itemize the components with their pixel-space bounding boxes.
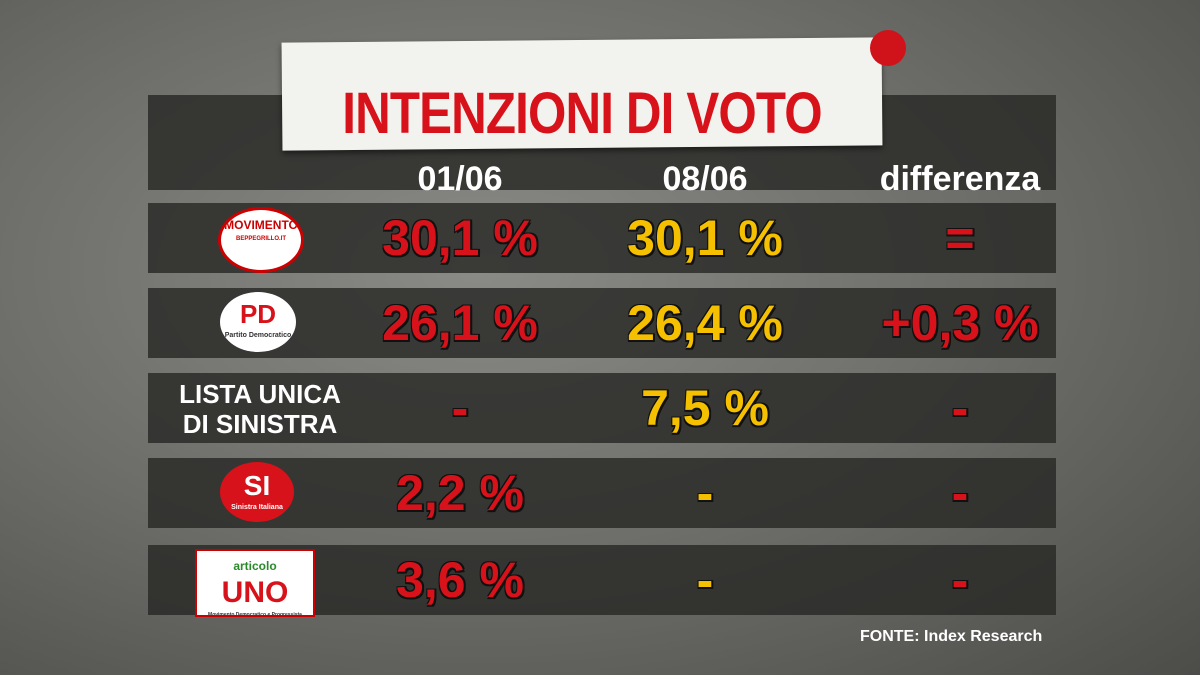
- cell: -: [951, 380, 969, 436]
- column-header: differenza: [879, 160, 1041, 198]
- title: INTENZIONI DI VOTO: [342, 81, 822, 146]
- cell: -: [951, 465, 969, 521]
- logo-text: UNO: [221, 576, 289, 609]
- cell: +0,3 %: [881, 295, 1039, 351]
- cell: -: [696, 465, 714, 521]
- cell: -: [451, 380, 469, 436]
- row-band: [148, 288, 1056, 358]
- cell: -: [951, 552, 969, 608]
- logo-text: Sinistra Italiana: [231, 504, 283, 511]
- logo-text: Partito Democratico: [224, 332, 292, 339]
- pin: [870, 30, 906, 66]
- row-band: [148, 373, 1056, 443]
- cell: 7,5 %: [641, 380, 769, 436]
- cell: 2,2 %: [396, 465, 524, 521]
- cell: 26,4 %: [627, 295, 783, 351]
- row-label: LISTA UNICA: [179, 379, 341, 409]
- logo-text: BEPPEGRILLO.IT: [235, 236, 286, 242]
- cell: 3,6 %: [396, 552, 524, 608]
- cell: =: [945, 210, 975, 266]
- cell: -: [696, 552, 714, 608]
- logo-text: MOVIMENTO: [224, 218, 298, 232]
- cell: 26,1 %: [382, 295, 538, 351]
- party-logo: articolo UNO Movimento Democratico e Progr…: [195, 549, 315, 617]
- logo-text: Movimento Democratico e Progressista: [208, 612, 302, 617]
- column-header: 01/06: [417, 160, 503, 198]
- party-logo: MOVIMENTO BEPPEGRILLO.IT: [218, 207, 304, 273]
- logo-text: PD: [239, 299, 277, 329]
- logo-text: SI: [243, 470, 271, 501]
- cell: 30,1 %: [382, 210, 538, 266]
- row-label: DI SINISTRA: [182, 409, 338, 439]
- party-logo: SI Sinistra Italiana: [220, 462, 294, 522]
- column-header: 08/06: [662, 160, 748, 198]
- cell: 30,1 %: [627, 210, 783, 266]
- party-logo: PD Partito Democratico: [220, 292, 296, 352]
- row-band: [148, 458, 1056, 528]
- logo-text: articolo: [233, 559, 277, 573]
- source: FONTE: Index Research: [860, 628, 1043, 645]
